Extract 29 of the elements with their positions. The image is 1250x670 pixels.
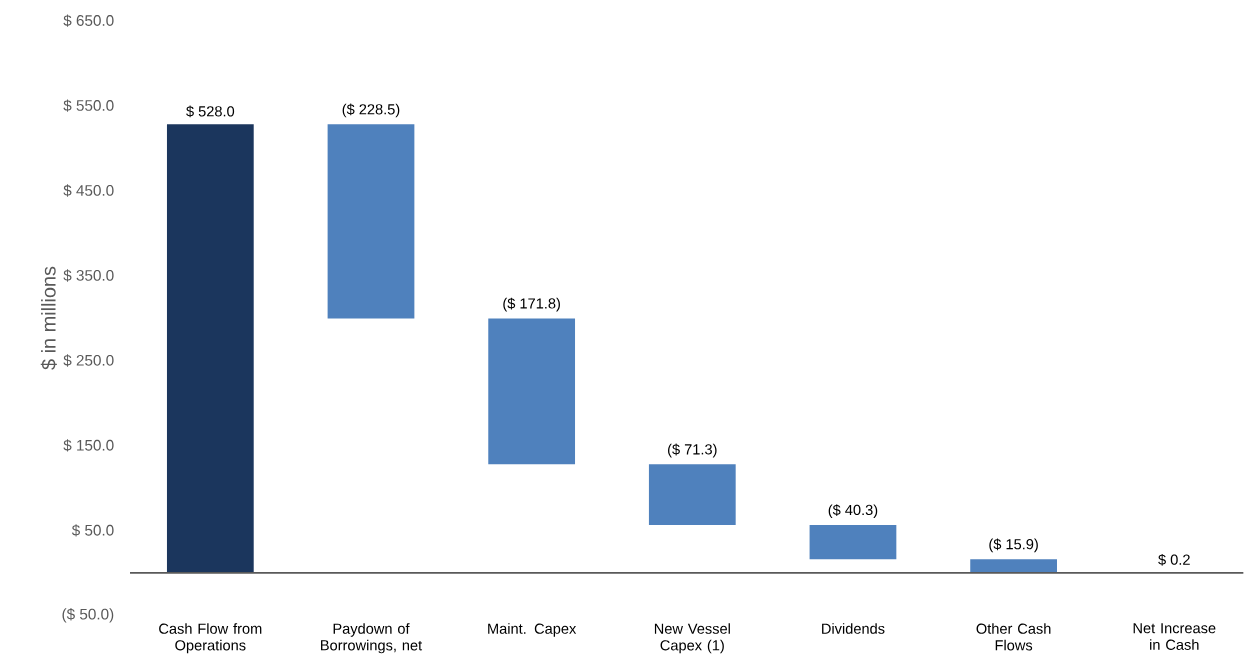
x-tick-label: Maint. Capex: [488, 623, 577, 637]
y-tick-label: $ 450.0: [63, 184, 114, 197]
y-tick-label: $ 250.0: [63, 354, 114, 367]
y-axis-title: $ in millions: [40, 266, 57, 370]
y-tick-label: $ 550.0: [63, 99, 114, 112]
bar: [488, 318, 576, 465]
bar: [327, 124, 415, 319]
bar: [970, 559, 1057, 573]
y-tick-label: $ 350.0: [63, 269, 114, 282]
data-label: ($ 71.3): [668, 443, 717, 458]
data-label: ($ 171.8): [503, 297, 560, 312]
y-tick-label: $ 50.0: [71, 524, 114, 537]
bar: [166, 124, 254, 573]
x-tick-label: Paydown of Borrowings, net: [321, 623, 423, 654]
x-tick-label: Net Increase in Cash: [1133, 623, 1216, 650]
y-tick-label: $ 650.0: [63, 14, 114, 27]
data-label: ($ 228.5): [342, 103, 400, 118]
bar: [648, 464, 736, 525]
x-tick-label: Dividends: [822, 623, 885, 634]
data-label: $ 0.2: [1158, 553, 1190, 566]
y-tick-label: ($ 50.0): [62, 608, 114, 623]
data-label: $ 528.0: [186, 105, 235, 118]
bar: [809, 524, 897, 560]
data-label: ($ 15.9): [989, 538, 1038, 553]
y-tick-label: $ 150.0: [63, 439, 114, 452]
data-label: ($ 40.3): [828, 504, 878, 518]
x-tick-label: Cash Flow from Operations: [159, 623, 262, 654]
x-tick-label: Other Cash Flows: [976, 623, 1051, 651]
x-tick-label: New Vessel Capex (1): [654, 623, 730, 654]
